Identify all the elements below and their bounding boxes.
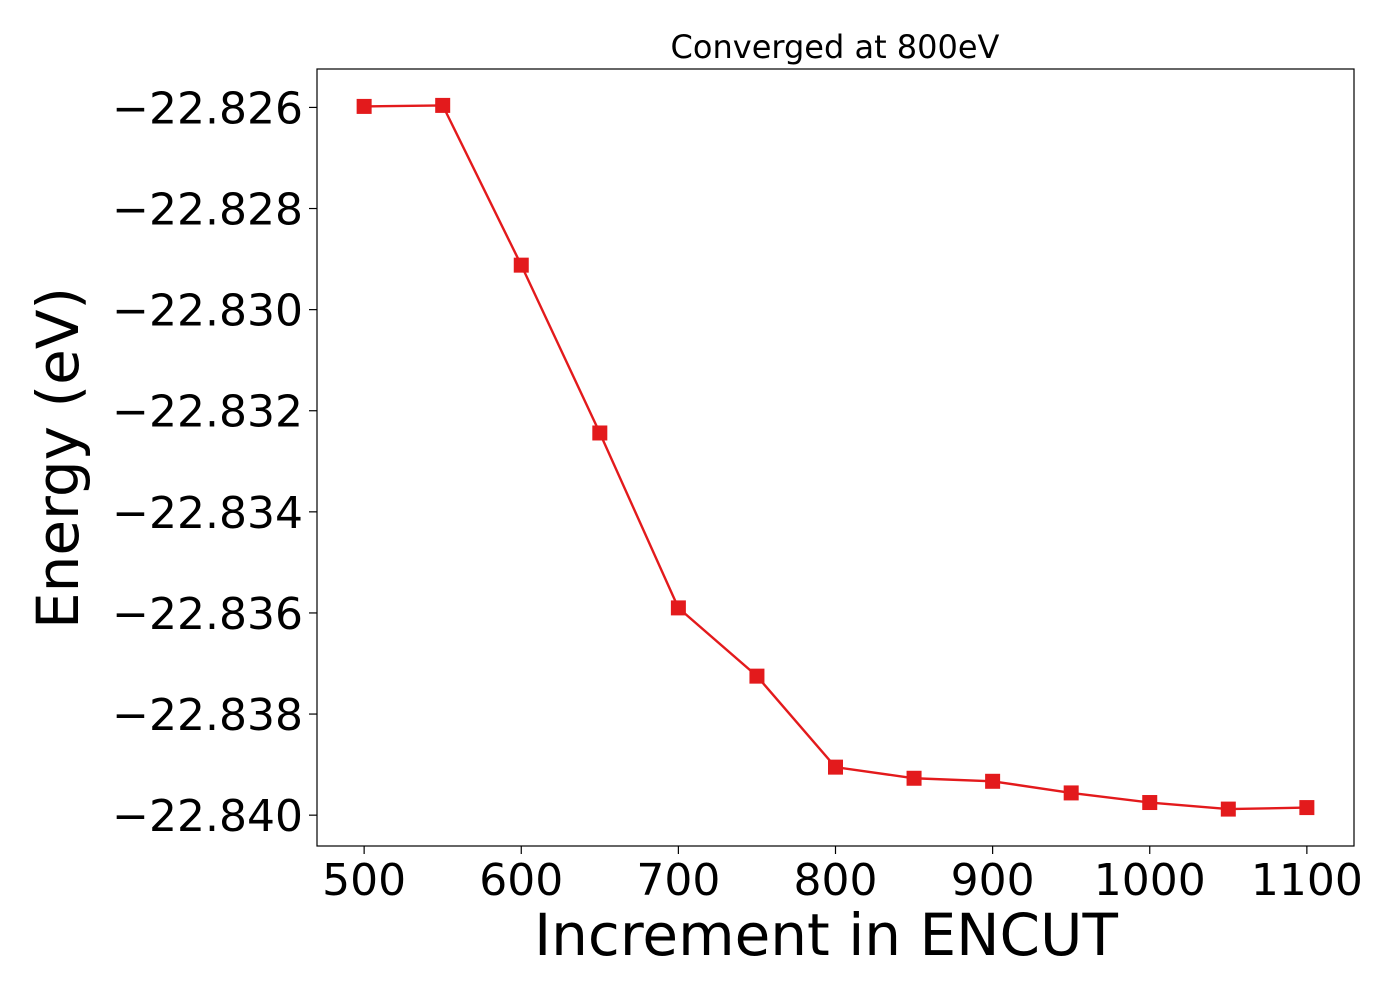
y-tick-label: −22.826: [112, 83, 303, 134]
data-point-marker: [1220, 801, 1236, 817]
y-tick-label: −22.828: [112, 185, 303, 236]
data-point-marker: [828, 759, 843, 775]
x-tick-label: 500: [322, 855, 406, 906]
x-tick-label: 1100: [1251, 855, 1363, 906]
data-point-marker: [356, 98, 372, 114]
y-tick-label: −22.830: [112, 286, 303, 337]
x-tick-label: 1000: [1094, 855, 1206, 906]
data-point-marker: [749, 668, 765, 684]
data-point-marker: [906, 770, 922, 786]
y-tick-label: −22.838: [112, 690, 303, 741]
y-tick-label: −22.834: [112, 488, 303, 539]
series-layer: [356, 97, 1315, 817]
data-point-marker: [1142, 795, 1158, 811]
y-axis-ticks: −22.826 −22.828 −22.830 −22.832 −22.834 −22.8…: [112, 83, 317, 842]
x-tick-label: 600: [479, 855, 563, 906]
x-tick-label: 700: [636, 855, 720, 906]
chart-title: Converged at 800eV: [671, 28, 1000, 66]
y-axis-title: Energy (eV): [24, 287, 92, 629]
y-tick-label: −22.832: [112, 387, 303, 438]
y-tick-label: −22.836: [112, 589, 303, 640]
data-point-marker: [985, 773, 1001, 789]
data-point-marker: [1063, 785, 1079, 801]
y-tick-label: −22.840: [112, 791, 303, 842]
x-axis-title: Increment in ENCUT: [534, 901, 1118, 969]
x-tick-label: 900: [951, 855, 1035, 906]
x-axis-ticks: 500 600 700 800 900 1000 1100: [322, 846, 1363, 906]
data-point-marker: [670, 600, 686, 616]
x-tick-label: 800: [794, 855, 878, 906]
data-point-marker: [592, 425, 608, 441]
data-point-marker: [435, 97, 451, 113]
plot-frame: [316, 68, 1355, 847]
data-point-marker: [513, 257, 529, 273]
data-point-marker: [1299, 800, 1315, 816]
